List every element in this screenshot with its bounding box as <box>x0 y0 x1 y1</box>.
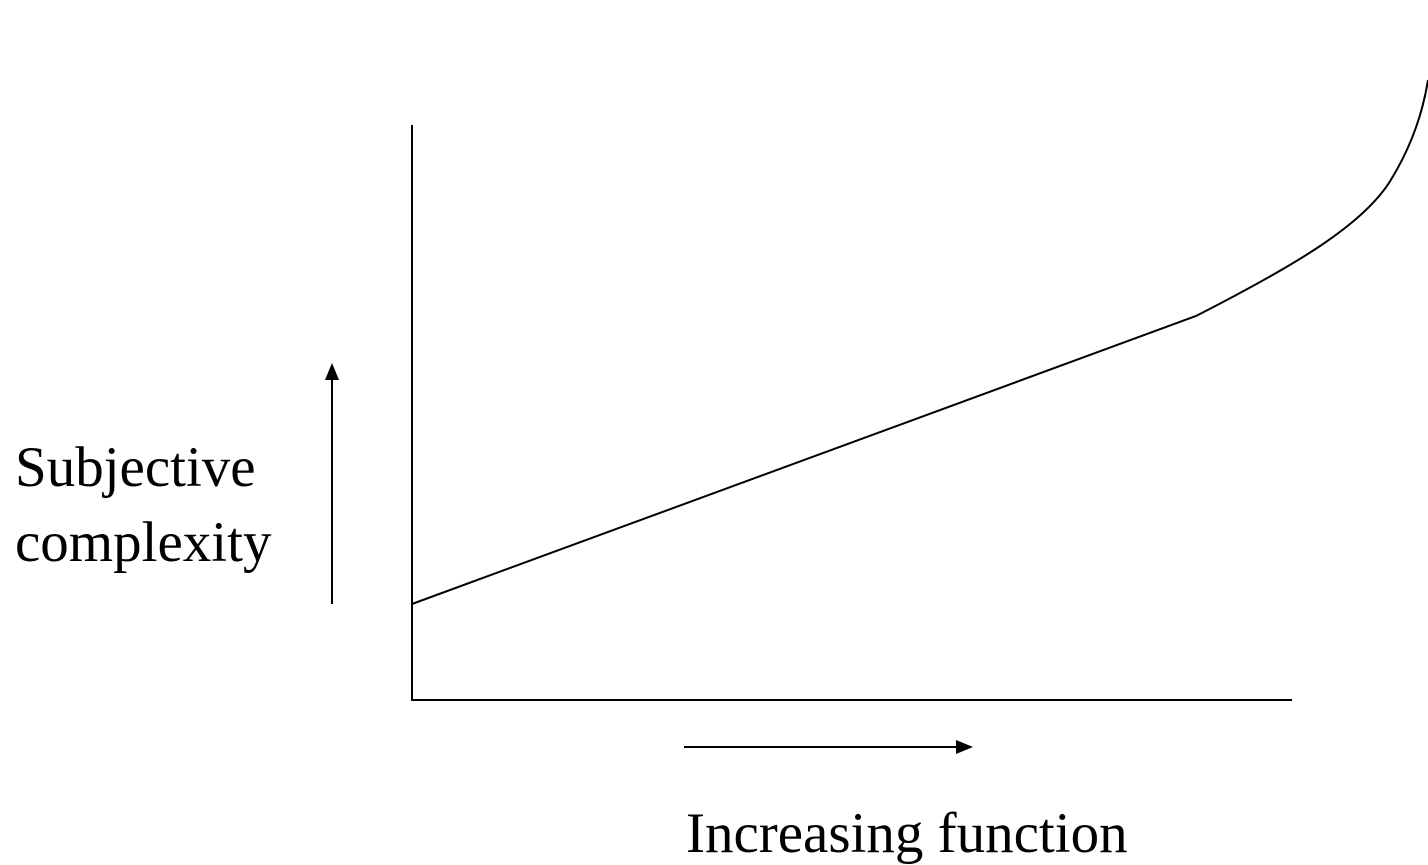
up-arrow-head <box>325 363 339 380</box>
x-axis-label: Increasing function <box>686 802 1128 865</box>
y-axis-label: Subjective <box>15 436 256 499</box>
right-arrow-head <box>956 740 973 754</box>
y-axis-label: complexity <box>15 511 272 574</box>
complexity-curve <box>411 79 1428 605</box>
